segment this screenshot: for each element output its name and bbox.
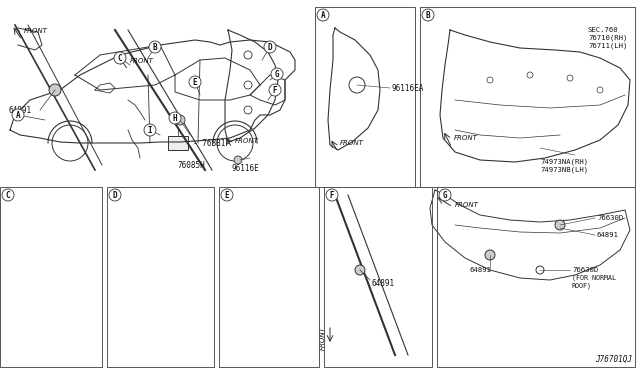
Text: FRONT: FRONT <box>235 138 259 144</box>
Text: 76710(RH): 76710(RH) <box>588 35 627 41</box>
Text: I: I <box>148 125 152 135</box>
Text: E: E <box>193 77 197 87</box>
Text: C: C <box>6 190 10 199</box>
Text: FRONT: FRONT <box>455 202 479 208</box>
Text: B: B <box>153 42 157 51</box>
Text: 76630D: 76630D <box>597 215 623 221</box>
Text: SEC.760: SEC.760 <box>588 27 619 33</box>
Text: G: G <box>275 70 279 78</box>
Text: 64891: 64891 <box>372 279 395 288</box>
Text: D: D <box>268 42 272 51</box>
Text: E: E <box>225 190 229 199</box>
Text: 96116E: 96116E <box>232 164 260 173</box>
Text: ROOF): ROOF) <box>572 283 592 289</box>
Circle shape <box>2 189 14 201</box>
Text: FRONT: FRONT <box>24 28 48 34</box>
Text: 64891: 64891 <box>8 106 31 115</box>
Text: F: F <box>273 86 277 94</box>
Text: H: H <box>173 113 177 122</box>
Text: F: F <box>330 190 334 199</box>
Circle shape <box>175 115 185 125</box>
Bar <box>107 187 214 367</box>
Text: B: B <box>426 10 430 19</box>
Circle shape <box>221 189 233 201</box>
Circle shape <box>12 109 24 121</box>
Circle shape <box>269 84 281 96</box>
Text: (FOR NORMAL: (FOR NORMAL <box>572 275 616 281</box>
Bar <box>168 136 188 150</box>
Text: D: D <box>113 190 117 199</box>
Circle shape <box>114 52 126 64</box>
Bar <box>420 7 635 187</box>
Text: 64891: 64891 <box>470 267 492 273</box>
Text: J76701QJ: J76701QJ <box>595 355 632 364</box>
Text: 76085H: 76085H <box>178 160 205 170</box>
Bar <box>315 7 415 187</box>
Text: C: C <box>118 54 122 62</box>
Circle shape <box>555 220 565 230</box>
Circle shape <box>355 265 365 275</box>
Bar <box>437 187 635 367</box>
Text: A: A <box>321 10 325 19</box>
Text: 64891: 64891 <box>597 232 619 238</box>
Text: FRONT: FRONT <box>130 58 154 64</box>
Text: A: A <box>16 110 20 119</box>
Circle shape <box>264 41 276 53</box>
Circle shape <box>422 9 434 21</box>
Circle shape <box>149 41 161 53</box>
Text: FRONT: FRONT <box>320 326 326 350</box>
Circle shape <box>49 84 61 96</box>
Circle shape <box>326 189 338 201</box>
Text: 74973NB(LH): 74973NB(LH) <box>540 167 588 173</box>
Circle shape <box>234 156 242 164</box>
Circle shape <box>169 112 181 124</box>
Text: - 76BB1P: - 76BB1P <box>193 138 230 148</box>
Circle shape <box>485 250 495 260</box>
Bar <box>0 187 102 367</box>
Text: G: G <box>443 190 447 199</box>
Circle shape <box>317 9 329 21</box>
Bar <box>324 187 432 367</box>
Circle shape <box>439 189 451 201</box>
Text: FRONT: FRONT <box>454 135 478 141</box>
Text: 74973NA(RH): 74973NA(RH) <box>540 159 588 165</box>
Circle shape <box>271 68 283 80</box>
Text: 76630D: 76630D <box>572 267 598 273</box>
Bar <box>219 187 319 367</box>
Text: FRONT: FRONT <box>340 140 364 146</box>
Circle shape <box>189 76 201 88</box>
Text: 96116EA: 96116EA <box>392 83 424 93</box>
Circle shape <box>144 124 156 136</box>
Circle shape <box>109 189 121 201</box>
Text: 76711(LH): 76711(LH) <box>588 43 627 49</box>
